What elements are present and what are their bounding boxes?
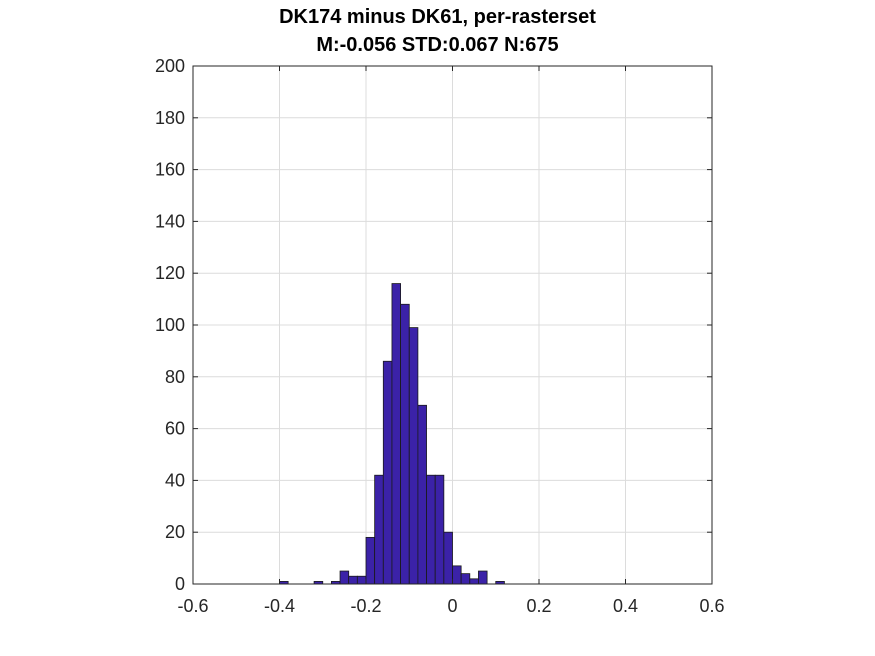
x-tick-label: 0.2: [526, 596, 551, 616]
y-tick-label: 160: [155, 160, 185, 180]
y-tick-label: 0: [175, 574, 185, 594]
x-tick-label: -0.2: [350, 596, 381, 616]
histogram-bar: [356, 575, 367, 585]
chart-title: DK174 minus DK61, per-rasterset: [279, 6, 596, 28]
histogram-bar: [408, 327, 419, 585]
y-tick-label: 120: [155, 263, 185, 283]
histogram-bar: [339, 570, 350, 585]
histogram-bar: [426, 474, 436, 585]
histogram-bar: [391, 283, 402, 585]
y-tick-label: 60: [165, 419, 185, 439]
x-tick-label: 0.6: [699, 596, 724, 616]
histogram-bar: [365, 536, 376, 585]
histogram-bar: [452, 565, 462, 585]
y-tick-label: 80: [165, 367, 185, 387]
y-tick-label: 140: [155, 211, 185, 231]
histogram-bar: [417, 404, 427, 585]
y-tick-label: 200: [155, 56, 185, 76]
histogram-bar: [400, 303, 410, 585]
y-tick-label: 40: [165, 470, 185, 490]
histogram-bar: [374, 474, 384, 585]
x-tick-label: 0.4: [613, 596, 638, 616]
histogram-bar: [443, 531, 453, 585]
y-tick-label: 180: [155, 108, 185, 128]
histogram-bar: [348, 575, 358, 585]
x-tick-label: -0.4: [264, 596, 295, 616]
histogram-bar: [434, 474, 445, 585]
x-tick-label: -0.6: [177, 596, 208, 616]
histogram-bar: [382, 360, 393, 585]
histogram-bar: [469, 578, 479, 585]
histogram-bar: [460, 573, 471, 585]
y-tick-label: 20: [165, 522, 185, 542]
chart-subtitle: M:-0.056 STD:0.067 N:675: [316, 34, 559, 56]
y-tick-label: 100: [155, 315, 185, 335]
histogram-bar: [478, 570, 488, 585]
x-tick-label: 0: [447, 596, 457, 616]
